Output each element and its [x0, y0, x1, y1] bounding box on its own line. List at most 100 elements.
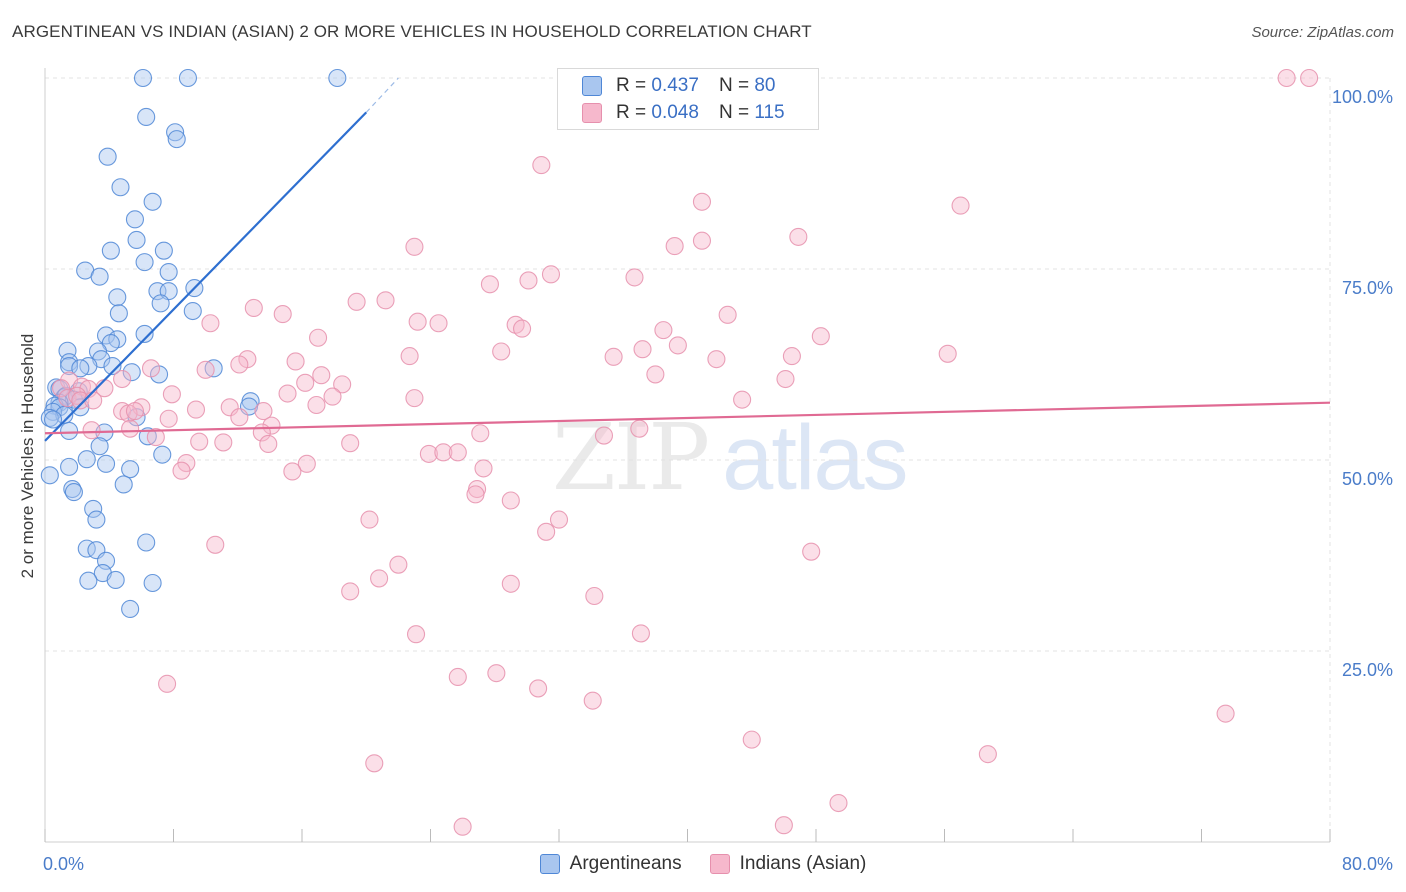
indian-point — [297, 454, 316, 473]
argentinean-point — [151, 294, 170, 313]
indian-point — [52, 379, 71, 398]
indian-point — [278, 384, 297, 403]
indian-point — [408, 312, 427, 331]
indian-point — [262, 416, 281, 435]
indian-point — [633, 340, 652, 359]
indian-point — [172, 461, 191, 480]
trend-lines — [44, 77, 1331, 442]
indian-point — [692, 231, 712, 250]
indian-point — [141, 359, 161, 378]
indian-point — [125, 402, 144, 421]
argentinean-point — [135, 253, 154, 272]
indian-point — [434, 443, 453, 462]
indian-point — [537, 522, 556, 541]
argentinean-point — [183, 301, 202, 321]
argentineans-trend-extension — [365, 77, 399, 113]
n-value: 115 — [754, 102, 785, 123]
y-tick-label: 75.0% — [1342, 278, 1393, 298]
argentinean-point — [159, 263, 178, 282]
indian-point — [341, 434, 360, 453]
indian-point — [259, 434, 278, 454]
argentinean-point — [71, 359, 90, 378]
argentineans-swatch — [582, 76, 602, 96]
argentinean-point — [58, 341, 77, 360]
argentinean-point — [153, 445, 172, 464]
watermark-zip: ZIP — [552, 404, 710, 511]
indian-point — [113, 369, 132, 389]
indian-point — [254, 402, 273, 421]
indian-point — [365, 754, 384, 773]
stats-legend: R = 0.437 N = 80 R = 0.048 N = 115 — [557, 68, 819, 130]
indian-point — [487, 664, 506, 683]
r-value: 0.437 — [651, 75, 699, 96]
indian-point — [214, 433, 233, 452]
indian-point — [201, 314, 220, 333]
argentinean-point — [90, 437, 109, 456]
indian-point — [513, 319, 532, 338]
argentinean-point — [77, 450, 96, 469]
argentinean-point — [135, 324, 154, 343]
argentinean-point — [109, 304, 128, 323]
argentinean-point — [133, 68, 153, 88]
argentinean-point — [101, 334, 120, 353]
indians-legend-swatch — [709, 854, 730, 874]
y-axis-label: 2 or more Vehicles in Household — [18, 334, 37, 579]
indian-point — [1300, 68, 1319, 88]
indian-point — [789, 227, 808, 246]
argentinean-point — [43, 410, 63, 429]
argentinean-point — [60, 421, 79, 441]
indian-point — [474, 459, 493, 478]
argentinean-point — [77, 539, 96, 558]
indian-point — [162, 385, 181, 404]
indian-point — [389, 555, 408, 574]
indian-point — [668, 336, 687, 355]
indian-point — [307, 395, 326, 415]
indian-point — [802, 542, 821, 561]
indian-point — [829, 793, 848, 813]
indian-point — [376, 291, 395, 310]
indian-point — [186, 400, 206, 419]
indian-point — [733, 390, 752, 409]
tick-labels: 100.0% 75.0% 50.0% 25.0% 0.0% 80.0% — [43, 87, 1393, 874]
indian-point — [782, 347, 801, 366]
indian-point — [360, 510, 379, 529]
indian-point — [405, 237, 424, 256]
argentinean-point — [108, 288, 127, 307]
series-legend: Argentineans Indians (Asian) — [0, 850, 1406, 878]
indian-point — [742, 730, 761, 749]
indian-point — [1216, 704, 1235, 723]
indian-point — [419, 444, 438, 463]
x-tick-label: 80.0% — [1342, 854, 1393, 874]
indian-point — [323, 387, 342, 406]
indian-point — [532, 156, 551, 175]
argentinean-point — [98, 147, 117, 166]
indian-point — [541, 265, 561, 284]
indian-point — [654, 321, 673, 340]
source-label: Source: ZipAtlas.com — [1251, 24, 1394, 41]
indians-trend-line — [44, 401, 1331, 435]
argentinean-point — [40, 466, 59, 485]
argentinean-point — [60, 457, 79, 476]
indian-point — [370, 569, 389, 588]
argentinean-point — [328, 68, 347, 88]
indian-point — [501, 491, 520, 510]
indian-point — [453, 817, 472, 836]
indian-point — [190, 432, 209, 451]
argentinean-point — [121, 460, 140, 479]
legend-item-argentineans[interactable]: Argentineans — [539, 853, 682, 875]
indian-point — [286, 352, 305, 371]
indian-point — [519, 271, 538, 290]
r-label: R = — [616, 75, 647, 96]
indian-point — [341, 582, 360, 601]
indian-point — [159, 409, 178, 428]
indian-point — [471, 424, 490, 443]
axes — [44, 68, 1331, 843]
argentinean-point — [60, 353, 79, 372]
argentinean-point — [166, 123, 185, 142]
legend-item-indians[interactable]: Indians (Asian) — [709, 853, 866, 875]
argentinean-point — [63, 479, 82, 499]
argentinean-point — [143, 573, 162, 593]
argentinean-point — [87, 510, 106, 529]
indian-point — [692, 192, 712, 211]
argentinean-point — [79, 571, 98, 590]
